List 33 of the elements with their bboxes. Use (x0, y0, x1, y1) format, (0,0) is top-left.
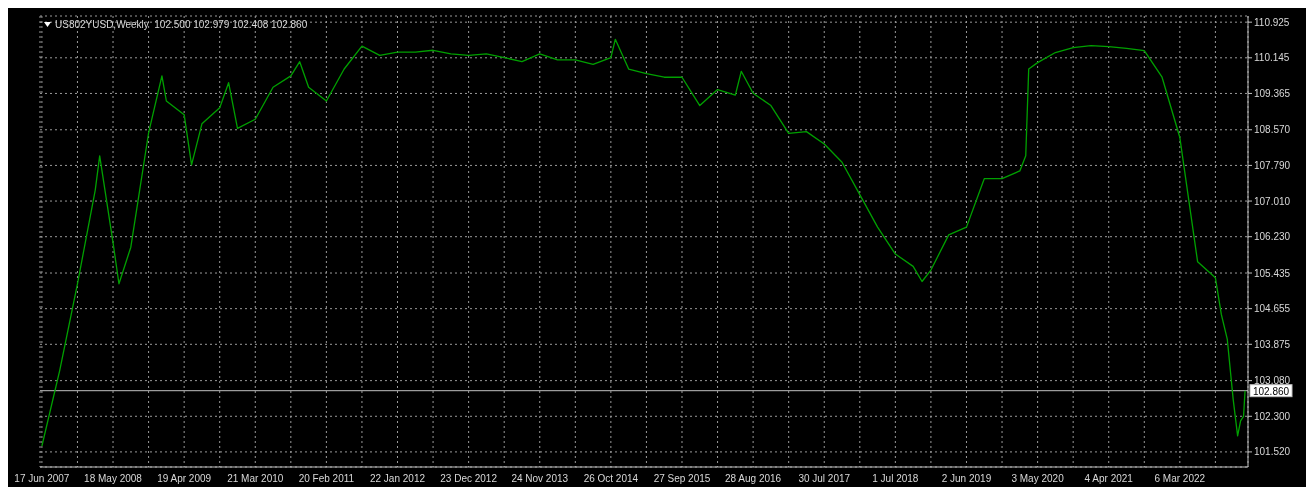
y-tick-label: 107.010 (1254, 195, 1291, 207)
x-tick-label: 22 Jan 2012 (369, 473, 426, 485)
x-tick-label: 27 Sep 2015 (653, 473, 711, 485)
y-tick-label: 104.655 (1254, 303, 1291, 315)
x-tick-label: 21 Mar 2010 (227, 473, 284, 485)
x-tick-label: 4 Apr 2021 (1084, 473, 1134, 485)
y-tick-label: 102.300 (1254, 410, 1291, 422)
chart-title: US802YUSD,Weekly 102.500 102.979 102.408 102.860 (55, 19, 308, 30)
y-tick-label: 103.080 (1254, 375, 1291, 387)
x-tick-label: 3 May 2020 (1011, 473, 1065, 485)
x-tick-label: 26 Oct 2014 (583, 473, 639, 485)
y-tick-label: 107.790 (1254, 159, 1291, 171)
y-tick-label: 101.520 (1254, 446, 1291, 458)
x-tick-label: 17 Jun 2007 (14, 473, 70, 485)
x-tick-label: 1 Jul 2018 (872, 473, 919, 485)
line-series (41, 38, 1246, 447)
y-tick-label: 110.925 (1254, 16, 1290, 28)
x-tick-label: 23 Dec 2012 (440, 473, 498, 485)
y-tick-label: 108.570 (1254, 124, 1291, 136)
x-tick-label: 2 Jun 2019 (941, 473, 992, 485)
x-tick-label: 19 Apr 2009 (157, 473, 212, 485)
x-tick-label: 6 Mar 2022 (1154, 473, 1206, 485)
y-tick-label: 103.875 (1254, 338, 1291, 350)
y-tick-label: 105.435 (1254, 267, 1291, 279)
y-tick-label: 109.365 (1254, 88, 1291, 99)
x-tick-label: 28 Aug 2016 (725, 473, 782, 485)
x-tick-label: 24 Nov 2013 (511, 473, 569, 485)
y-tick-label: 110.145 (1254, 52, 1290, 64)
ref-line-label: 102.860 (1252, 385, 1290, 397)
x-tick-label: 20 Feb 2011 (298, 473, 355, 485)
y-tick-label: 106.230 (1254, 231, 1291, 243)
x-tick-label: 30 Jul 2017 (798, 473, 851, 485)
x-tick-label: 18 May 2008 (84, 473, 143, 485)
